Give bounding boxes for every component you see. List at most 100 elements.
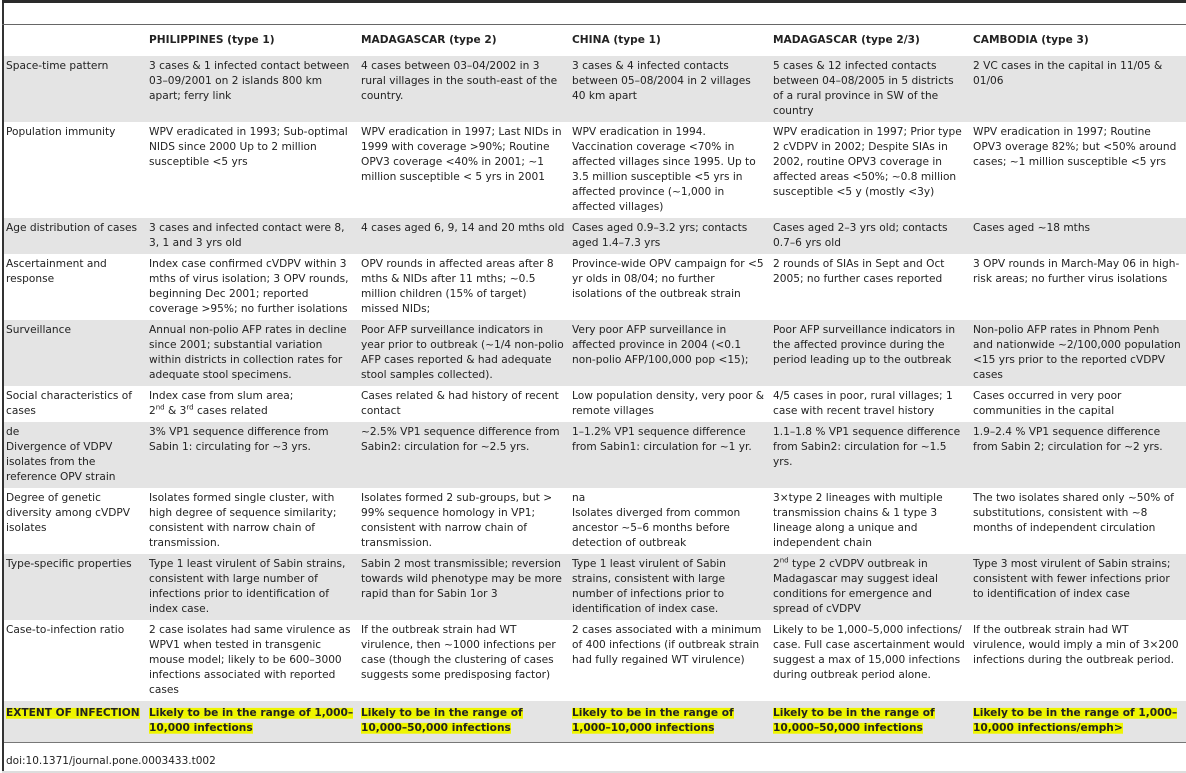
row-label: Case-to-infection ratio (4, 620, 147, 701)
table-cell: 2 case isolates had same virulence as WP… (147, 620, 359, 701)
table-row: Age distribution of cases 3 cases and inf… (4, 218, 1186, 254)
cell-text: WPV eradication in 1997; Routine OPV3 ov… (973, 126, 1177, 168)
cell-text: WPV eradication in 1997; Prior type 2 cV… (773, 126, 962, 198)
table-cell: Index case from slum area; 2nd & 3rd case… (147, 386, 359, 422)
header-cell: MADAGASCAR (type 2/3) (773, 34, 920, 46)
table-cell: If the outbreak strain had WT virulence,… (359, 620, 570, 701)
cvdpv-outbreak-table: PHILIPPINES (type 1) MADAGASCAR (type 2)… (4, 25, 1186, 743)
cell-text: 3 OPV rounds in March-May 06 in high-ris… (973, 258, 1180, 285)
table-cell: 1–1.2% VP1 sequence difference from Sabi… (570, 422, 771, 488)
cell-text: Cases aged ~18 mths (973, 222, 1091, 234)
cell-text: na (572, 492, 586, 504)
cell-text: WPV eradication in 1997; Last NIDs in 19… (361, 126, 562, 183)
cell-text: 2 VC cases in the capital in 11/05 & 01/… (973, 60, 1163, 87)
header-rule (2, 24, 1186, 25)
table-cell: ~2.5% VP1 sequence difference from Sabin… (359, 422, 570, 488)
highlighted-text: Likely to be in the range of 10,000–50,0… (361, 707, 523, 734)
cell-text: Poor AFP surveillance indicators in the … (773, 324, 956, 366)
row-label: de Divergence of VDPV isolates from the r… (4, 422, 147, 488)
cell-text: & 3 (164, 405, 187, 417)
cell-text: 2 rounds of SIAs in Sept and Oct 2005; n… (773, 258, 945, 285)
table-cell: WPV eradication in 1997; Prior type 2 cV… (771, 122, 971, 218)
cell-text: Isolates formed single cluster, with hig… (149, 492, 337, 549)
table-cell: Sabin 2 most transmissible; reversion to… (359, 554, 570, 620)
row-label-text: de (6, 426, 20, 438)
row-label: Space-time pattern (4, 56, 147, 122)
table-cell: na Isolates diverged from common ancestor… (570, 488, 771, 554)
row-label: Age distribution of cases (4, 218, 147, 254)
cell-text: Type 3 most virulent of Sabin strains; c… (973, 558, 1171, 600)
table-cell: 4 cases aged 6, 9, 14 and 20 mths old (359, 218, 570, 254)
table-cell: 2 rounds of SIAs in Sept and Oct 2005; n… (771, 254, 971, 320)
row-label: Degree of genetic diversity among cVDPV … (4, 488, 147, 554)
table-cell: Poor AFP surveillance indicators in year… (359, 320, 570, 386)
table-cell: 2nd type 2 cVDPV outbreak in Madagascar … (771, 554, 971, 620)
table-cell: Type 1 least virulent of Sabin strains, … (147, 554, 359, 620)
table-cell: 3 OPV rounds in March-May 06 in high-ris… (971, 254, 1186, 320)
cell-text: 3 cases & 4 infected contacts between 05… (572, 60, 751, 102)
cell-text: Cases aged 2–3 yrs old; contacts 0.7–6 y… (773, 222, 948, 249)
cell-text: type 2 cVDPV outbreak in Madagascar may … (773, 558, 938, 615)
table-cell: Annual non-polio AFP rates in decline si… (147, 320, 359, 386)
cell-text: Annual non-polio AFP rates in decline si… (149, 324, 347, 381)
superscript: nd (155, 403, 165, 412)
cell-text: Index case confirmed cVDPV within 3 mths… (149, 258, 349, 315)
cell-text: 1.1–1.8 % VP1 sequence difference from S… (773, 426, 961, 468)
cell-text: If the outbreak strain had WT virulence,… (973, 624, 1179, 666)
cell-text: Province-wide OPV campaign for <5 yr old… (572, 258, 764, 300)
table-cell: 1.9–2.4 % VP1 sequence difference from S… (971, 422, 1186, 488)
table-cell: WPV eradication in 1997; Routine OPV3 ov… (971, 122, 1186, 218)
table-cell: Poor AFP surveillance indicators in the … (771, 320, 971, 386)
cell-text: Very poor AFP surveillance in affected p… (572, 324, 749, 366)
table-cell: 2 VC cases in the capital in 11/05 & 01/… (971, 56, 1186, 122)
table-cell: Type 1 least virulent of Sabin strains, … (570, 554, 771, 620)
header-cell: PHILIPPINES (type 1) (149, 34, 275, 46)
table-row: Type-specific properties Type 1 least vir… (4, 554, 1186, 620)
cell-text: 2 case isolates had same virulence as WP… (149, 624, 351, 696)
table-cell: Province-wide OPV campaign for <5 yr old… (570, 254, 771, 320)
extent-cell: Likely to be in the range of 1,000–10,00… (971, 701, 1186, 743)
cell-text: Poor AFP surveillance indicators in year… (361, 324, 564, 381)
table-cell: Cases aged 2–3 yrs old; contacts 0.7–6 y… (771, 218, 971, 254)
table-cell: 4/5 cases in poor, rural villages; 1 cas… (771, 386, 971, 422)
table-row: Ascertainment and response Index case con… (4, 254, 1186, 320)
table-cell: Cases aged ~18 mths (971, 218, 1186, 254)
row-label-text: Space-time pattern (6, 60, 109, 72)
table-row: Surveillance Annual non-polio AFP rates i… (4, 320, 1186, 386)
cell-text: Type 1 least virulent of Sabin strains, … (149, 558, 346, 615)
table-cell: 3 cases & 4 infected contacts between 05… (570, 56, 771, 122)
top-rule (2, 0, 1186, 3)
cell-text: If the outbreak strain had WT virulence,… (361, 624, 556, 681)
extent-row: EXTENT OF INFECTION Likely to be in the r… (4, 701, 1186, 743)
cell-text: Likely to be 1,000–5,000 infections/ cas… (773, 624, 965, 681)
highlighted-text: Likely to be in the range of 1,000–10,00… (973, 707, 1178, 734)
table-cell: 3 cases and infected contact were 8, 3, … (147, 218, 359, 254)
row-label: Surveillance (4, 320, 147, 386)
cell-text: ~2.5% VP1 sequence difference from Sabin… (361, 426, 560, 453)
cell-text: 5 cases & 12 infected contacts between 0… (773, 60, 954, 117)
table-cell: 1.1–1.8 % VP1 sequence difference from S… (771, 422, 971, 488)
table-cell: 3×type 2 lineages with multiple transmis… (771, 488, 971, 554)
extent-cell: Likely to be in the range of 10,000–50,0… (771, 701, 971, 743)
cell-text: Isolates formed 2 sub-groups, but > 99% … (361, 492, 553, 549)
cell-text: 3 cases and infected contact were 8, 3, … (149, 222, 345, 249)
extent-cell: Likely to be in the range of 10,000–50,0… (359, 701, 570, 743)
table-row: Population immunity WPV eradicated in 199… (4, 122, 1186, 218)
doi-caption: doi:10.1371/journal.pone.0003433.t002 (6, 755, 216, 767)
table-cell: 2 cases associated with a minimum of 400… (570, 620, 771, 701)
cell-text: The two isolates shared only ~50% of sub… (973, 492, 1174, 534)
table-cell: Likely to be 1,000–5,000 infections/ cas… (771, 620, 971, 701)
table-cell: Low population density, very poor & remo… (570, 386, 771, 422)
cell-text: Type 1 least virulent of Sabin strains, … (572, 558, 726, 615)
header-cell (4, 25, 147, 56)
row-label-text: Ascertainment and response (6, 258, 107, 285)
cell-text: 2 cases associated with a minimum of 400… (572, 624, 762, 666)
extent-cell: Likely to be in the range of 1,000–10,00… (570, 701, 771, 743)
row-label: Social characteristics of cases (4, 386, 147, 422)
cell-text: Cases related & had history of recent co… (361, 390, 559, 417)
bottom-rule (2, 771, 1186, 773)
row-label: Type-specific properties (4, 554, 147, 620)
row-label-text: Surveillance (6, 324, 71, 336)
table-row: Degree of genetic diversity among cVDPV … (4, 488, 1186, 554)
